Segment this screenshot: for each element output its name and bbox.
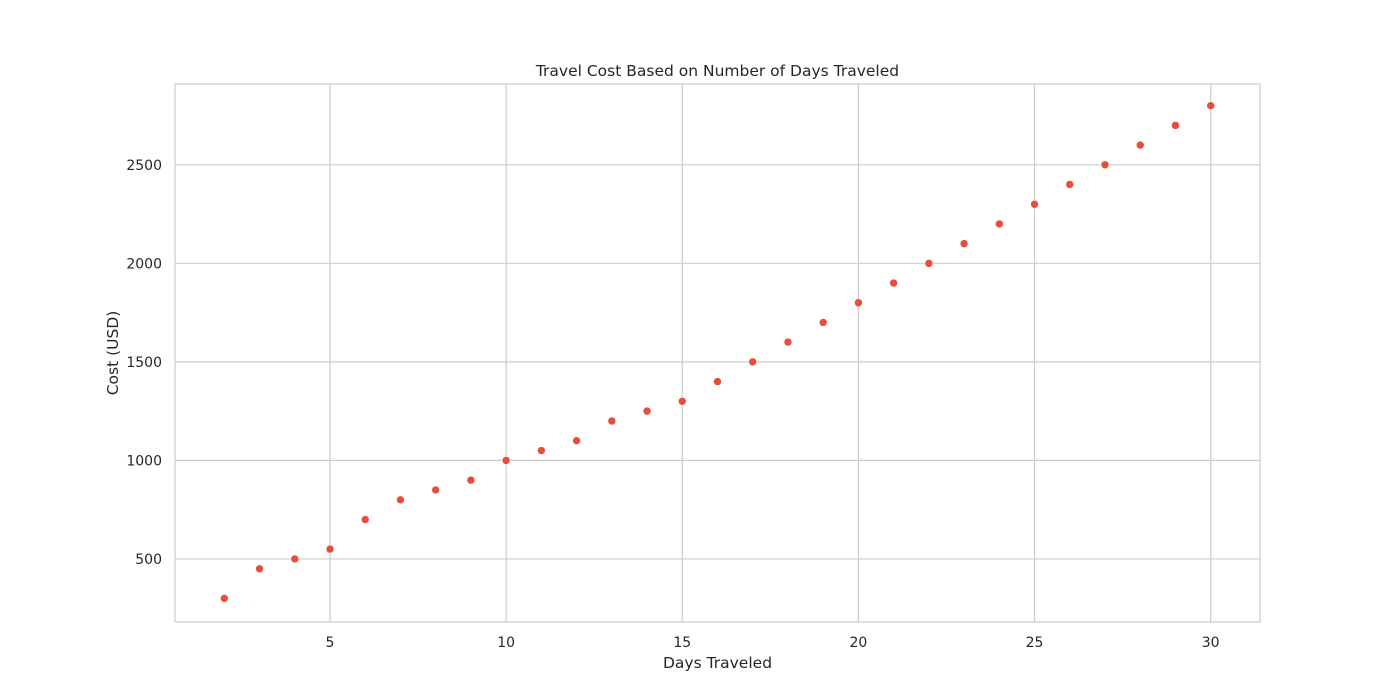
data-point	[396, 495, 405, 505]
x-tick-label: 25	[1026, 635, 1044, 651]
x-tick-label: 5	[326, 635, 335, 651]
y-tick-label: 500	[135, 552, 162, 568]
data-point	[995, 219, 1004, 229]
data-point	[713, 377, 722, 386]
data-point	[924, 259, 934, 268]
x-tick-labels: 5 10 15 20 25 30	[326, 635, 1220, 651]
data-point	[818, 318, 828, 327]
data-point	[255, 564, 264, 574]
data-point	[783, 337, 793, 347]
data-point	[677, 396, 687, 406]
x-axis-label: Days Traveled	[663, 654, 772, 672]
data-point	[642, 406, 652, 416]
y-tick-label: 1500	[126, 355, 162, 371]
x-tick-label: 30	[1202, 635, 1220, 651]
x-tick-label: 15	[673, 635, 691, 651]
data-point	[572, 436, 581, 445]
data-point	[748, 357, 758, 367]
data-point	[537, 446, 546, 455]
data-points	[220, 101, 1215, 603]
y-axis-label: Cost (USD)	[104, 311, 122, 396]
data-point	[1100, 160, 1110, 170]
plot-frame	[174, 83, 1261, 623]
y-tick-label: 1000	[126, 453, 162, 469]
x-tick-label: 20	[849, 635, 867, 651]
data-point	[466, 475, 476, 485]
data-point	[290, 554, 300, 564]
data-point	[501, 456, 511, 465]
x-tick-label: 10	[497, 635, 515, 651]
data-point	[1030, 199, 1039, 209]
data-point	[431, 485, 440, 495]
data-point	[1206, 101, 1215, 110]
data-point	[360, 515, 370, 524]
y-tick-labels: 500 1000 1500 2000 2500	[126, 158, 162, 568]
grid-layer	[175, 84, 1260, 622]
data-point	[1135, 140, 1145, 150]
y-tick-label: 2000	[126, 256, 162, 272]
data-point	[959, 239, 969, 248]
data-point	[1171, 121, 1180, 130]
chart-title: Travel Cost Based on Number of Days Trav…	[535, 62, 899, 80]
y-tick-label: 2500	[126, 158, 162, 174]
data-point	[325, 544, 335, 554]
data-point	[220, 594, 229, 603]
data-point	[607, 416, 617, 426]
data-point	[889, 278, 898, 288]
data-point	[1065, 180, 1075, 189]
data-point	[854, 298, 863, 308]
